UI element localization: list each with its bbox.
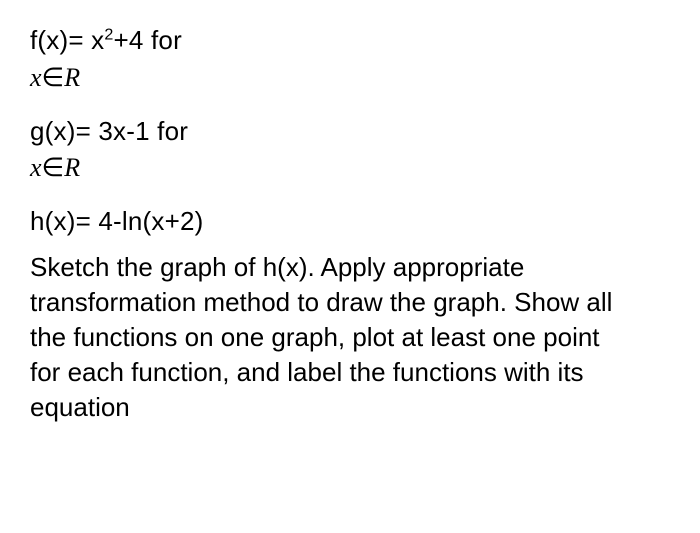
function-h-definition: h(x)= 4-ln(x+2)	[30, 205, 670, 238]
element-of-icon: ∈	[42, 63, 65, 92]
question-text: Sketch the graph of h(x). Apply appropri…	[30, 250, 630, 425]
domain-x: x	[30, 153, 42, 182]
function-f-exponent: 2	[104, 25, 113, 43]
function-h-block: h(x)= 4-ln(x+2)	[30, 205, 670, 238]
function-f-text-head: f(x)= x	[30, 25, 104, 55]
element-of-icon: ∈	[42, 153, 65, 182]
function-f-definition: f(x)= x2+4 for	[30, 24, 670, 57]
function-g-domain: x∈R	[30, 153, 670, 183]
function-f-text-tail: +4 for	[114, 25, 182, 55]
function-f-domain: x∈R	[30, 63, 670, 93]
page: f(x)= x2+4 for x∈R g(x)= 3x-1 for x∈R h(…	[0, 0, 700, 449]
function-g-definition: g(x)= 3x-1 for	[30, 115, 670, 148]
domain-R: R	[64, 153, 80, 182]
domain-R: R	[64, 63, 80, 92]
function-g-text: g(x)= 3x-1 for	[30, 116, 188, 146]
function-f-block: f(x)= x2+4 for x∈R	[30, 24, 670, 93]
function-h-text: h(x)= 4-ln(x+2)	[30, 206, 204, 236]
function-g-block: g(x)= 3x-1 for x∈R	[30, 115, 670, 184]
domain-x: x	[30, 63, 42, 92]
